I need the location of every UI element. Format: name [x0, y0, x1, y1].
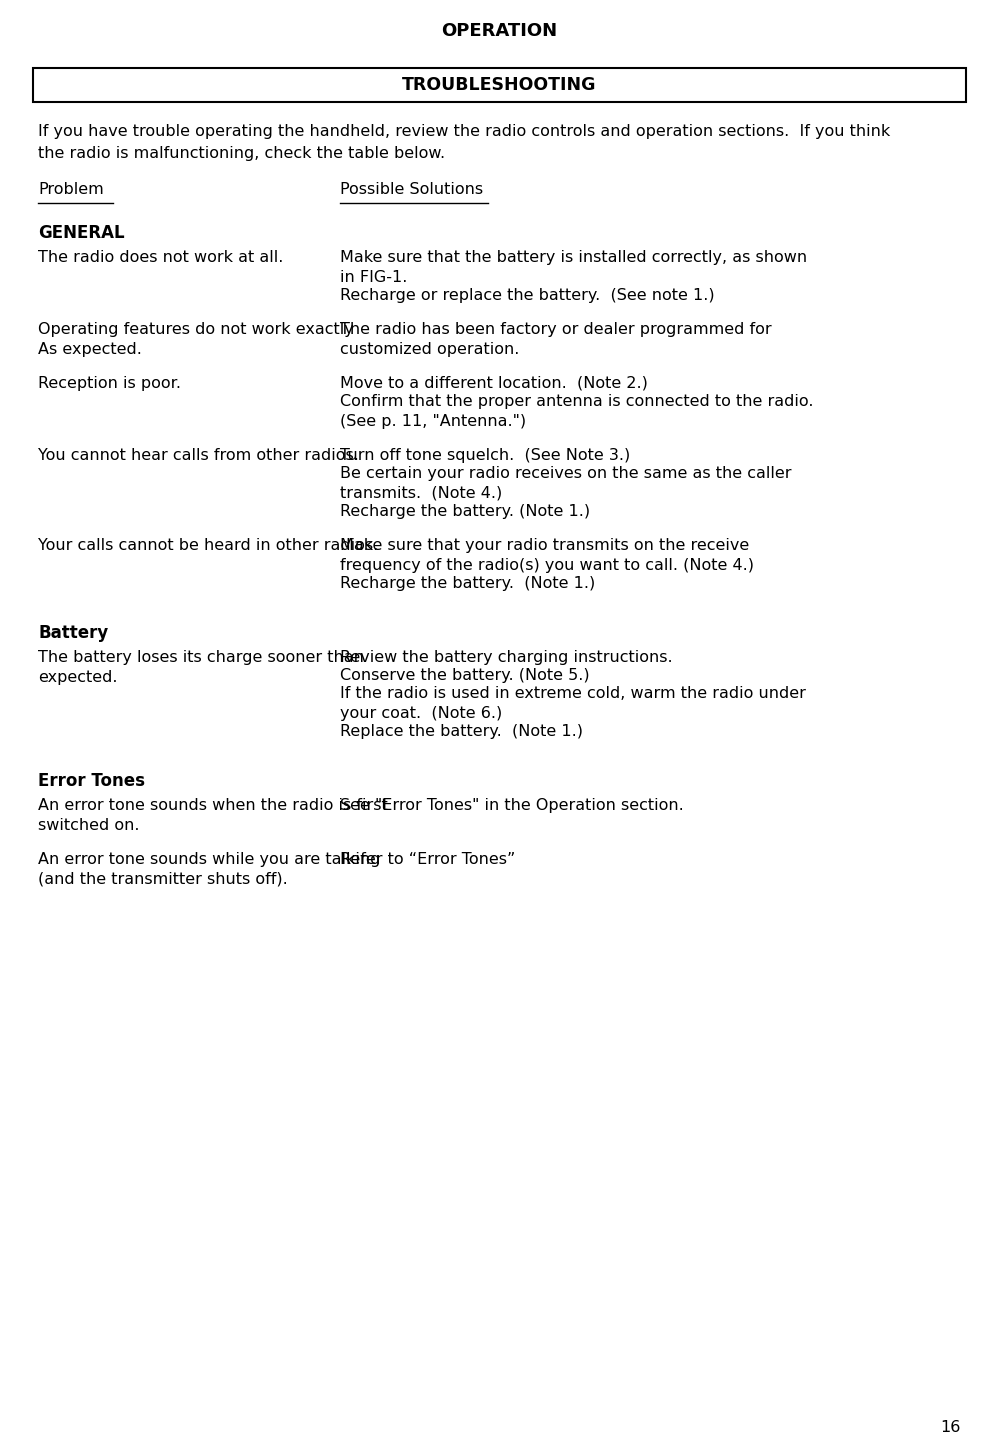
Text: (and the transmitter shuts off).: (and the transmitter shuts off).: [38, 872, 288, 886]
Text: TROUBLESHOOTING: TROUBLESHOOTING: [403, 76, 596, 94]
Text: Reception is poor.: Reception is poor.: [38, 376, 181, 391]
Text: If you have trouble operating the handheld, review the radio controls and operat: If you have trouble operating the handhe…: [38, 124, 890, 139]
Text: customized operation.: customized operation.: [340, 341, 519, 357]
Text: expected.: expected.: [38, 670, 118, 684]
Text: Confirm that the proper antenna is connected to the radio.: Confirm that the proper antenna is conne…: [340, 394, 813, 408]
Text: in FIG-1.: in FIG-1.: [340, 270, 408, 285]
Text: frequency of the radio(s) you want to call. (Note 4.): frequency of the radio(s) you want to ca…: [340, 558, 754, 572]
Text: An error tone sounds when the radio is first: An error tone sounds when the radio is f…: [38, 798, 388, 814]
Text: GENERAL: GENERAL: [38, 224, 125, 243]
Text: Your calls cannot be heard in other radios.: Your calls cannot be heard in other radi…: [38, 538, 379, 554]
Text: The radio does not work at all.: The radio does not work at all.: [38, 250, 284, 264]
Text: The battery loses its charge sooner than: The battery loses its charge sooner than: [38, 649, 364, 665]
Text: If the radio is used in extreme cold, warm the radio under: If the radio is used in extreme cold, wa…: [340, 686, 806, 700]
Text: the radio is malfunctioning, check the table below.: the radio is malfunctioning, check the t…: [38, 145, 446, 161]
Text: Problem: Problem: [38, 182, 104, 198]
Text: (See p. 11, "Antenna."): (See p. 11, "Antenna."): [340, 414, 526, 429]
Text: your coat.  (Note 6.): your coat. (Note 6.): [340, 706, 502, 721]
Text: switched on.: switched on.: [38, 818, 140, 833]
Text: Make sure that the battery is installed correctly, as shown: Make sure that the battery is installed …: [340, 250, 807, 264]
Text: Refer to “Error Tones”: Refer to “Error Tones”: [340, 851, 515, 867]
Text: See "Error Tones" in the Operation section.: See "Error Tones" in the Operation secti…: [340, 798, 683, 814]
Text: Move to a different location.  (Note 2.): Move to a different location. (Note 2.): [340, 376, 648, 391]
Text: Make sure that your radio transmits on the receive: Make sure that your radio transmits on t…: [340, 538, 749, 554]
Text: Recharge the battery.  (Note 1.): Recharge the battery. (Note 1.): [340, 575, 595, 591]
Text: Recharge the battery. (Note 1.): Recharge the battery. (Note 1.): [340, 504, 590, 519]
Bar: [33, 68, 966, 102]
Text: Review the battery charging instructions.: Review the battery charging instructions…: [340, 649, 672, 665]
Text: You cannot hear calls from other radios.: You cannot hear calls from other radios.: [38, 448, 359, 464]
Text: Error Tones: Error Tones: [38, 772, 145, 790]
Text: Be certain your radio receives on the same as the caller: Be certain your radio receives on the sa…: [340, 466, 791, 481]
Text: Operating features do not work exactly: Operating features do not work exactly: [38, 323, 354, 337]
Text: Possible Solutions: Possible Solutions: [340, 182, 484, 198]
Text: OPERATION: OPERATION: [442, 22, 557, 41]
Text: 16: 16: [941, 1420, 961, 1436]
Text: Recharge or replace the battery.  (See note 1.): Recharge or replace the battery. (See no…: [340, 288, 714, 304]
Text: Replace the battery.  (Note 1.): Replace the battery. (Note 1.): [340, 724, 583, 740]
Text: An error tone sounds while you are talking: An error tone sounds while you are talki…: [38, 851, 381, 867]
Text: As expected.: As expected.: [38, 341, 142, 357]
Text: Turn off tone squelch.  (See Note 3.): Turn off tone squelch. (See Note 3.): [340, 448, 630, 464]
Text: Conserve the battery. (Note 5.): Conserve the battery. (Note 5.): [340, 668, 589, 683]
Text: transmits.  (Note 4.): transmits. (Note 4.): [340, 485, 502, 501]
Text: The radio has been factory or dealer programmed for: The radio has been factory or dealer pro…: [340, 323, 771, 337]
Text: Battery: Battery: [38, 623, 108, 642]
